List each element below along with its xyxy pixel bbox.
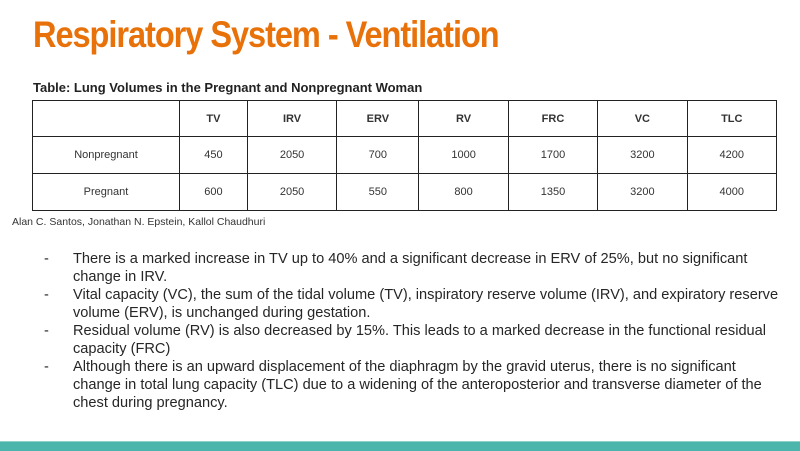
column-header-irv: IRV bbox=[246, 100, 338, 137]
table-cell: 800 bbox=[418, 173, 509, 211]
column-header-vc: VC bbox=[597, 100, 688, 137]
table-cell: 600 bbox=[179, 173, 248, 211]
dash-bullet-icon: - bbox=[44, 287, 49, 303]
table-caption: Table: Lung Volumes in the Pregnant and … bbox=[33, 80, 423, 95]
citation: Alan C. Santos, Jonathan N. Epstein, Kal… bbox=[12, 216, 266, 228]
lung-volumes-table: TV IRV ERV RV FRC VC TLC Nonpregnant 450… bbox=[32, 100, 778, 211]
bullet-text: Residual volume (RV) is also decreased b… bbox=[73, 323, 767, 357]
table-cell: 1700 bbox=[507, 136, 599, 174]
table-cell: 1000 bbox=[418, 136, 509, 174]
column-header-tv: TV bbox=[179, 100, 248, 137]
table-cell: 550 bbox=[336, 173, 420, 211]
bullet-item: - Vital capacity (VC), the sum of the ti… bbox=[44, 286, 779, 322]
bullet-text: Vital capacity (VC), the sum of the tida… bbox=[73, 287, 779, 321]
bullet-item: - There is a marked increase in TV up to… bbox=[44, 250, 779, 286]
table-cell: 2050 bbox=[246, 136, 338, 174]
bullet-text: There is a marked increase in TV up to 4… bbox=[73, 251, 748, 285]
bullet-item: - Residual volume (RV) is also decreased… bbox=[44, 322, 779, 358]
table-cell: 700 bbox=[336, 136, 420, 174]
bullet-text: Although there is an upward displacement… bbox=[73, 359, 762, 411]
table-cell: 3200 bbox=[597, 136, 688, 174]
row-label: Nonpregnant bbox=[32, 136, 180, 174]
table-row-nonpregnant: Nonpregnant 450 2050 700 1000 1700 3200 … bbox=[32, 136, 778, 174]
table-cell: 3200 bbox=[597, 173, 688, 211]
slide-title: Respiratory System - Ventilation bbox=[33, 14, 500, 55]
column-header-erv: ERV bbox=[336, 100, 420, 137]
column-header bbox=[32, 100, 180, 137]
column-header-rv: RV bbox=[418, 100, 509, 137]
column-header-tlc: TLC bbox=[686, 100, 778, 137]
dash-bullet-icon: - bbox=[44, 323, 49, 339]
bullet-list: - There is a marked increase in TV up to… bbox=[44, 250, 779, 412]
table-header-row: TV IRV ERV RV FRC VC TLC bbox=[32, 100, 778, 137]
table-cell: 4000 bbox=[686, 173, 778, 211]
table-cell: 4200 bbox=[686, 136, 778, 174]
table-cell: 450 bbox=[179, 136, 248, 174]
table-row-pregnant: Pregnant 600 2050 550 800 1350 3200 4000 bbox=[32, 173, 778, 211]
dash-bullet-icon: - bbox=[44, 251, 49, 267]
column-header-frc: FRC bbox=[507, 100, 599, 137]
table-cell: 1350 bbox=[507, 173, 599, 211]
table-cell: 2050 bbox=[246, 173, 338, 211]
footer-accent-bar bbox=[0, 441, 800, 451]
row-label: Pregnant bbox=[32, 173, 180, 211]
bullet-item: - Although there is an upward displaceme… bbox=[44, 358, 779, 412]
dash-bullet-icon: - bbox=[44, 359, 49, 375]
